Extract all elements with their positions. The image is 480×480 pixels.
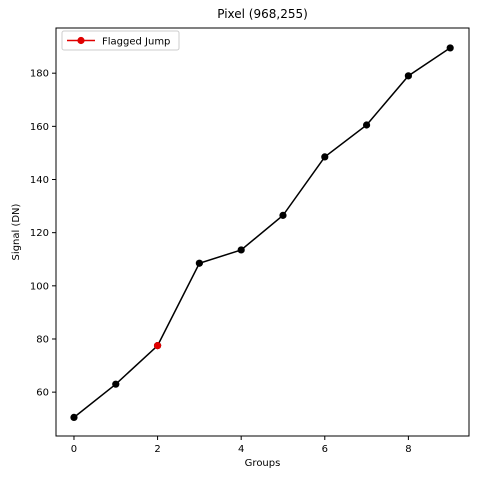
data-point: [195, 259, 203, 267]
data-point: [70, 413, 78, 421]
y-axis-label: Signal (DN): [11, 203, 22, 260]
data-point: [446, 44, 454, 52]
data-point: [362, 121, 371, 129]
x-tick-label: 6: [322, 444, 328, 455]
x-axis-ticks: 0 2 4 6 8: [71, 436, 412, 455]
data-point: [321, 153, 329, 161]
y-tick-label: 140: [30, 175, 49, 186]
data-point: [237, 246, 245, 254]
data-point: [279, 211, 287, 219]
y-tick-label: 180: [30, 69, 49, 80]
y-tick-label: 60: [36, 388, 49, 399]
legend: Flagged Jump: [61, 30, 180, 51]
series-layer: [70, 44, 454, 421]
chart-title: Pixel (968,255): [217, 7, 308, 21]
x-axis-label: Groups: [245, 458, 281, 469]
data-point: [112, 380, 120, 388]
legend-box: [61, 30, 180, 51]
x-tick-label: 2: [154, 444, 160, 455]
flagged-jump-point: [153, 342, 162, 350]
x-tick-label: 4: [238, 444, 244, 455]
y-tick-label: 80: [36, 334, 49, 345]
y-tick-label: 160: [30, 122, 49, 133]
y-tick-label: 100: [30, 281, 49, 292]
data-point: [404, 72, 412, 80]
plot-frame: [55, 27, 470, 437]
series-line-0: [73, 47, 451, 418]
y-axis-ticks: 60 80 100 120 140 160 180: [30, 69, 56, 399]
x-tick-label: 8: [405, 444, 411, 455]
legend-marker-flagged-jump: [77, 36, 85, 45]
legend-label-flagged-jump: Flagged Jump: [102, 37, 170, 48]
y-tick-label: 120: [30, 228, 49, 239]
x-tick-label: 0: [71, 444, 77, 455]
